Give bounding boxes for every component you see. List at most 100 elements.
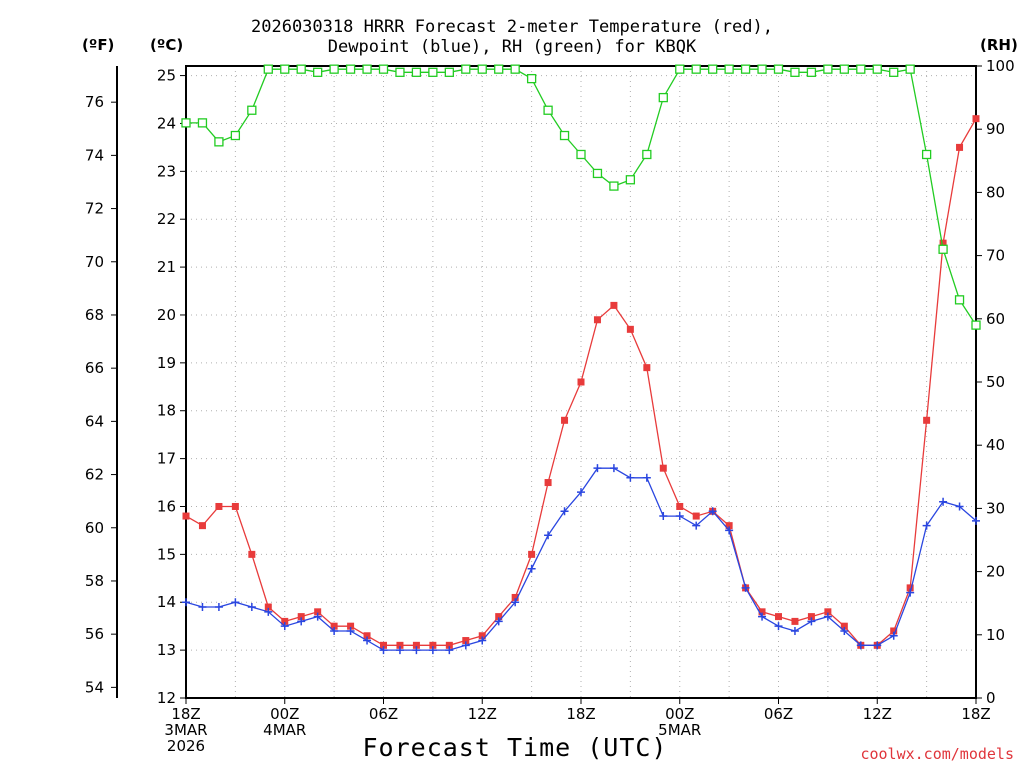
temperature-point — [478, 632, 486, 640]
fahrenheit-tick-label: 76 — [85, 93, 104, 111]
temperature-point — [528, 550, 536, 558]
rh-point — [856, 64, 866, 74]
rh-point — [494, 64, 504, 74]
rh-point — [395, 67, 405, 77]
temperature-point — [544, 479, 552, 487]
chart-title-line-2: Dewpoint (blue), RH (green) for KBQK — [327, 37, 697, 57]
temperature-point — [840, 622, 848, 630]
celsius-unit-label: (ºC) — [150, 36, 184, 54]
rh-point — [773, 64, 784, 74]
temperature-point — [347, 622, 355, 630]
rh-point — [181, 118, 191, 128]
celsius-tick-label: 12 — [157, 689, 176, 707]
rh-point — [954, 295, 965, 305]
dewpoint-point — [182, 598, 190, 607]
rh-point — [823, 64, 833, 74]
fahrenheit-tick-label: 66 — [85, 359, 104, 377]
dewpoint-point — [873, 641, 882, 650]
rh-point — [313, 67, 323, 77]
celsius-tick-label: 21 — [157, 258, 176, 276]
temperature-point — [248, 550, 256, 558]
rh-point — [576, 149, 586, 160]
rh-point — [642, 149, 652, 160]
dewpoint-point — [840, 626, 849, 635]
rh-point — [263, 64, 273, 74]
celsius-tick-label: 13 — [157, 641, 176, 659]
rh-point — [757, 64, 767, 74]
fahrenheit-tick-label: 68 — [85, 306, 104, 324]
rh-point — [510, 64, 520, 74]
dewpoint-point — [577, 488, 585, 497]
rh-point — [625, 175, 636, 185]
celsius-tick-label: 17 — [157, 450, 176, 468]
temperature-point — [330, 622, 338, 630]
dewpoint-point — [906, 588, 915, 597]
dewpoint-point — [231, 598, 240, 607]
dewpoint-point — [922, 521, 931, 530]
rh-point — [444, 67, 454, 77]
temperature-point — [791, 617, 799, 625]
dewpoint-point — [692, 521, 701, 530]
rh-point — [658, 92, 668, 103]
rh-point — [872, 64, 882, 74]
temperature-point — [429, 641, 437, 649]
celsius-tick-label: 15 — [157, 545, 176, 563]
rh-tick-label: 40 — [986, 436, 1005, 454]
temperature-point — [972, 115, 980, 123]
dewpoint-point — [544, 531, 553, 540]
celsius-tick-label: 16 — [157, 497, 176, 515]
rh-unit-label: (RH) — [980, 36, 1018, 54]
rh-point — [921, 149, 932, 160]
temperature-point — [956, 143, 964, 151]
rh-point — [790, 67, 800, 77]
axes: 12 13 14 15 16 17 18 19 20 21 22 23 24 25 54 56 58 60 62 64… — [85, 57, 1015, 755]
fahrenheit-tick-label: 62 — [85, 466, 104, 484]
dewpoint-point — [659, 512, 668, 521]
fahrenheit-tick-label: 70 — [85, 253, 104, 271]
rh-point — [559, 130, 570, 141]
fahrenheit-tick-label: 72 — [85, 200, 104, 218]
temperature-point — [593, 316, 601, 324]
dewpoint-point — [774, 622, 783, 631]
temperature-point — [890, 627, 898, 635]
dewpoint-point — [807, 617, 816, 626]
temperature-point — [297, 613, 305, 621]
temperature-point — [643, 364, 651, 372]
temperature-point — [281, 617, 289, 625]
fahrenheit-unit-label: (ºF) — [82, 36, 115, 54]
temperature-point — [626, 325, 634, 333]
rh-point — [691, 64, 701, 74]
temperature-point — [659, 464, 667, 472]
dewpoint-point — [214, 603, 223, 612]
rh-point — [889, 67, 899, 77]
rh-point — [724, 64, 734, 74]
rh-point — [609, 181, 619, 191]
temperature-point — [807, 613, 815, 621]
rh-point — [905, 64, 915, 74]
dewpoint-point — [395, 646, 404, 655]
temperature-point — [363, 632, 371, 640]
dewpoint-point — [560, 507, 569, 516]
temperature-point — [906, 584, 914, 592]
rh-tick-label: 100 — [986, 57, 1015, 75]
temperature-point — [692, 512, 700, 520]
temperature-point — [561, 416, 569, 424]
temperature-point — [923, 416, 931, 424]
dewpoint-point — [379, 646, 388, 655]
rh-point — [461, 64, 471, 74]
rh-tick-label: 90 — [986, 120, 1005, 138]
celsius-tick-label: 22 — [157, 210, 176, 228]
dewpoint-point — [972, 516, 980, 525]
dewpoint-point — [889, 631, 898, 640]
celsius-tick-label: 18 — [157, 402, 176, 420]
rh-point — [230, 130, 241, 141]
dewpoint-point — [511, 598, 520, 607]
x-tick-label: 5MAR — [658, 721, 701, 739]
rh-point — [411, 67, 422, 77]
credit-link[interactable]: coolwx.com/models — [860, 745, 1014, 763]
temperature-point — [495, 613, 503, 621]
dewpoint-point — [313, 612, 322, 621]
rh-point — [329, 64, 339, 74]
rh-tick-label: 30 — [986, 499, 1005, 517]
